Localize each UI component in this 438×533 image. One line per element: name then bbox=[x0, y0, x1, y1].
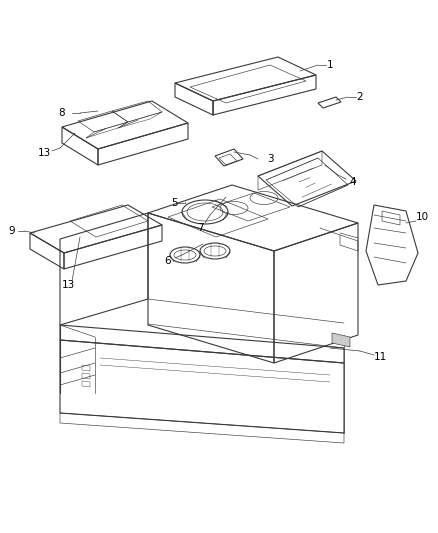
Text: 6: 6 bbox=[165, 256, 171, 266]
Text: 7: 7 bbox=[197, 223, 203, 233]
Text: 13: 13 bbox=[61, 280, 74, 290]
Text: 11: 11 bbox=[373, 352, 387, 362]
Text: 2: 2 bbox=[357, 92, 363, 102]
Text: 13: 13 bbox=[37, 148, 51, 158]
Text: 5: 5 bbox=[171, 198, 177, 208]
Text: 3: 3 bbox=[267, 154, 273, 164]
Text: 10: 10 bbox=[415, 212, 428, 222]
Text: 1: 1 bbox=[327, 60, 333, 70]
Polygon shape bbox=[332, 333, 350, 347]
Text: 4: 4 bbox=[350, 177, 356, 187]
Text: 9: 9 bbox=[9, 226, 15, 236]
Text: 8: 8 bbox=[59, 108, 65, 118]
